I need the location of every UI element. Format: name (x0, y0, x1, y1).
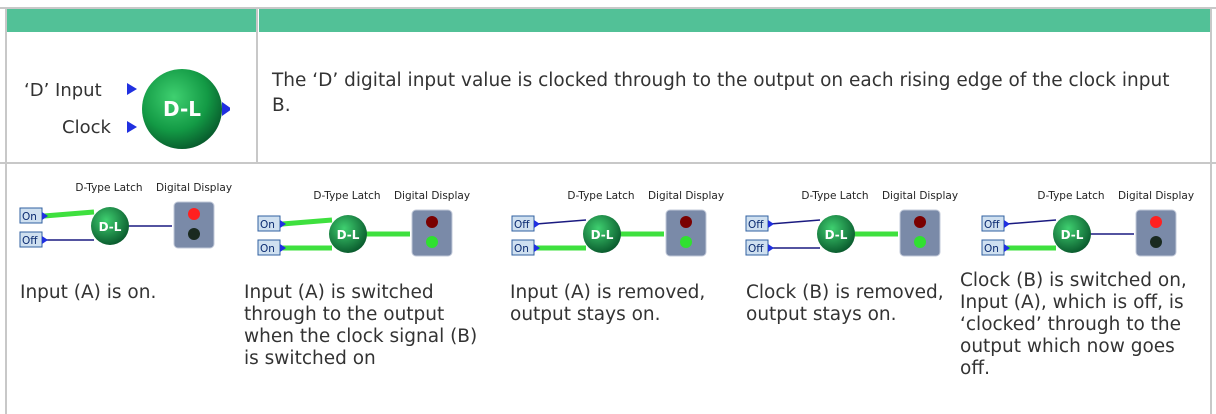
display-box (1135, 209, 1177, 257)
green-lamp (680, 236, 692, 248)
input-pin (1004, 244, 1010, 252)
latch-title: D-Type Latch (801, 190, 868, 202)
display-box (411, 209, 453, 257)
wire (1005, 219, 1057, 225)
input-label: On (260, 219, 275, 231)
display-box (899, 209, 941, 257)
display-title: Digital Display (1118, 190, 1194, 202)
display-title: Digital Display (648, 190, 724, 202)
output-pin (222, 102, 230, 116)
input-pin (534, 244, 540, 252)
latch-label: D-L (591, 228, 614, 242)
input-pin (534, 220, 540, 228)
caption: Input (A) is on. (20, 282, 157, 303)
input-pin (42, 212, 48, 220)
wire (769, 219, 821, 225)
example-diagram: D-Type Latch Digital Display Off On D-L (981, 190, 1194, 257)
latch-symbol: D-L (127, 69, 230, 149)
header-cell (6, 8, 256, 32)
green-lamp (914, 236, 926, 248)
red-lamp (188, 208, 200, 220)
latch-title: D-Type Latch (1037, 190, 1104, 202)
caption: Input (A) is switched through to the out… (244, 282, 478, 369)
caption: Clock (B) is removed, output stays on. (746, 282, 944, 325)
display-box (665, 209, 707, 257)
border (1210, 8, 1212, 414)
latch-label: D-L (99, 220, 122, 234)
input-pin (127, 83, 137, 95)
input-label: On (984, 243, 999, 255)
red-lamp (680, 216, 692, 228)
input-pin (280, 244, 286, 252)
green-lamp (426, 236, 438, 248)
input-pin (768, 220, 774, 228)
input-label: On (22, 211, 37, 223)
caption: Input (A) is removed, output stays on. (510, 282, 706, 325)
latch-title: D-Type Latch (313, 190, 380, 202)
wire (43, 209, 95, 219)
example-diagram: D-Type Latch Digital Display On Off D-L (19, 182, 232, 249)
input-pin (127, 121, 137, 133)
input-pin (1004, 220, 1010, 228)
border (5, 8, 7, 414)
display-title: Digital Display (882, 190, 958, 202)
latch-body (1053, 215, 1091, 253)
green-lamp (188, 228, 200, 240)
border (256, 8, 258, 163)
latch-label: D-L (163, 97, 201, 121)
input-pin (280, 220, 286, 228)
green-lamp (1150, 236, 1162, 248)
example-diagram: D-Type Latch Digital Display On On D-L (257, 190, 470, 257)
latch-body (91, 207, 129, 245)
latch-body (583, 215, 621, 253)
input-label: Off (514, 219, 530, 231)
example-diagram: D-Type Latch Digital Display Off Off D-L (745, 190, 958, 257)
wire (535, 219, 587, 225)
input-pin (42, 236, 48, 244)
latch-title: D-Type Latch (75, 182, 142, 194)
red-lamp (426, 216, 438, 228)
input-label: Off (748, 243, 764, 255)
latch-label: D-L (825, 228, 848, 242)
red-lamp (1150, 216, 1162, 228)
display-title: Digital Display (156, 182, 232, 194)
border (0, 7, 1216, 9)
input-label: On (260, 243, 275, 255)
caption: Clock (B) is switched on, Input (A), whi… (960, 270, 1187, 379)
latch-body (142, 69, 222, 149)
input-pin (768, 244, 774, 252)
latch-body (329, 215, 367, 253)
display-box (173, 201, 215, 249)
latch-label: D-L (337, 228, 360, 242)
wire (281, 217, 333, 227)
input-label: Clock (62, 117, 111, 138)
latch-title: D-Type Latch (567, 190, 634, 202)
input-label: On (514, 243, 529, 255)
input-label: Off (748, 219, 764, 231)
border (0, 162, 1216, 164)
input-label: Off (984, 219, 1000, 231)
display-title: Digital Display (394, 190, 470, 202)
red-lamp (914, 216, 926, 228)
header-cell (259, 8, 1210, 32)
description: The ‘D’ digital input value is clocked t… (272, 70, 1170, 116)
example-diagram: D-Type Latch Digital Display Off On D-L (511, 190, 724, 257)
input-label: Off (22, 235, 38, 247)
input-label: ‘D’ Input (24, 80, 102, 101)
latch-label: D-L (1061, 228, 1084, 242)
latch-body (817, 215, 855, 253)
